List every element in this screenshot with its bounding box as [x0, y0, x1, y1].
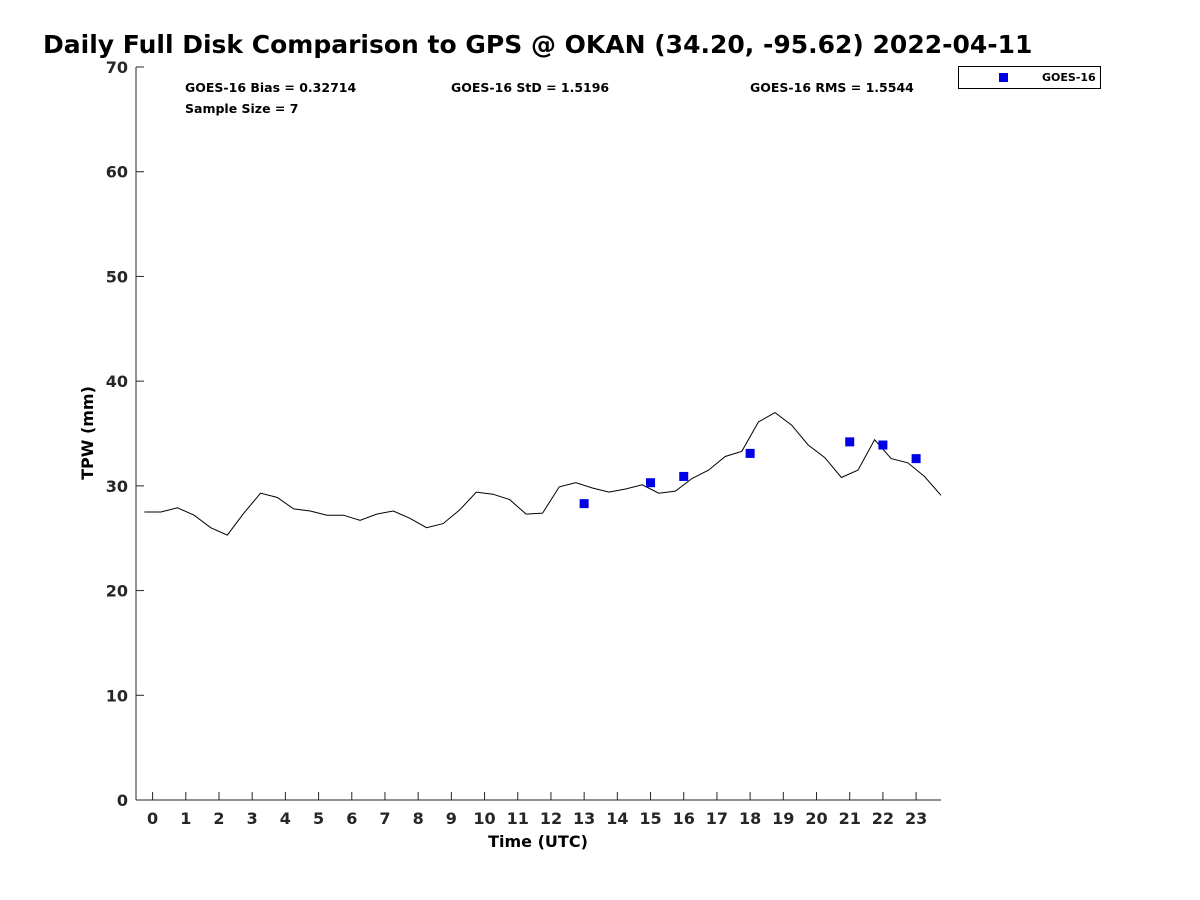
- x-tick-label: 13: [573, 809, 595, 828]
- goes16-point: [679, 471, 689, 481]
- x-tick-label: 4: [280, 809, 291, 828]
- goes16-point: [745, 448, 755, 458]
- x-tick-label: 10: [473, 809, 495, 828]
- x-tick-label: 18: [739, 809, 761, 828]
- x-tick-label: 20: [805, 809, 827, 828]
- x-tick-label: 14: [606, 809, 628, 828]
- x-tick-label: 21: [839, 809, 861, 828]
- x-tick-label: 5: [313, 809, 324, 828]
- x-tick-label: 12: [540, 809, 562, 828]
- legend: GOES-16: [958, 66, 1101, 89]
- y-tick-label: 60: [106, 163, 128, 182]
- x-tick-label: 1: [180, 809, 191, 828]
- goes16-point: [579, 499, 589, 509]
- y-axis-label: TPW (mm): [78, 386, 97, 480]
- series-group: [144, 412, 942, 536]
- x-axis-label: Time (UTC): [488, 832, 588, 851]
- goes16-point: [911, 454, 921, 464]
- gps-tpw-line: [144, 412, 942, 536]
- x-tick-label: 11: [507, 809, 529, 828]
- legend-marker-goes16: [999, 73, 1008, 82]
- stat-bias: GOES-16 Bias = 0.32714: [185, 80, 357, 95]
- x-tick-label: 2: [213, 809, 224, 828]
- goes16-point: [646, 478, 656, 488]
- stat-sample-size: Sample Size = 7: [185, 101, 299, 116]
- x-tick-label: 9: [446, 809, 457, 828]
- x-tick-label: 8: [413, 809, 424, 828]
- y-tick-label: 70: [106, 58, 128, 77]
- axes: [135, 67, 941, 801]
- x-tick-label: 17: [706, 809, 728, 828]
- x-tick-label: 22: [872, 809, 894, 828]
- y-tick-label: 30: [106, 477, 128, 496]
- y-tick-label: 40: [106, 372, 128, 391]
- x-tick-label: 23: [905, 809, 927, 828]
- stat-rms: GOES-16 RMS = 1.5544: [750, 80, 914, 95]
- x-tick-label: 6: [346, 809, 357, 828]
- stat-std: GOES-16 StD = 1.5196: [451, 80, 610, 95]
- chart-title: Daily Full Disk Comparison to GPS @ OKAN…: [43, 30, 1033, 59]
- x-tick-label: 0: [147, 809, 158, 828]
- y-tick-label: 20: [106, 582, 128, 601]
- y-tick-label: 50: [106, 267, 128, 286]
- x-tick-label: 7: [379, 809, 390, 828]
- x-tick-label: 3: [247, 809, 258, 828]
- x-tick-label: 16: [673, 809, 695, 828]
- goes16-point: [878, 440, 888, 450]
- legend-label-goes16: GOES-16: [1042, 71, 1096, 84]
- y-tick-label: 10: [106, 686, 128, 705]
- x-tick-label: 19: [772, 809, 794, 828]
- x-tick-label: 15: [639, 809, 661, 828]
- goes16-point: [845, 437, 855, 447]
- y-tick-label: 0: [117, 791, 128, 810]
